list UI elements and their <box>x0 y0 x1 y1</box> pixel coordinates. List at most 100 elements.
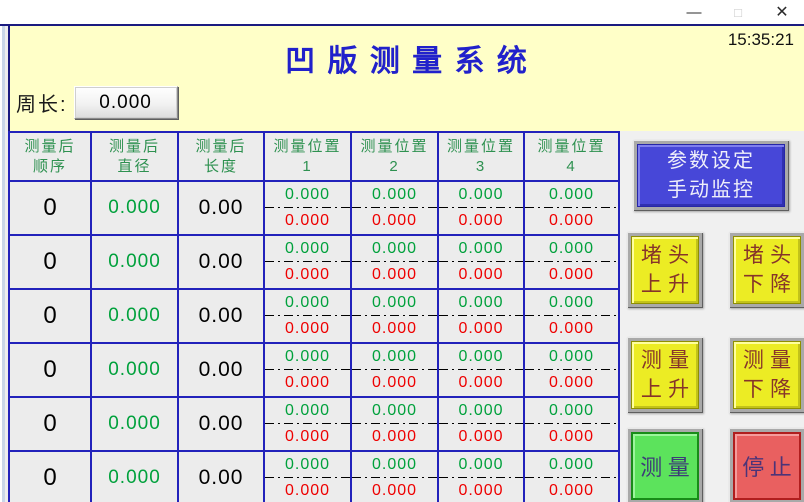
stop-button[interactable]: 停止 <box>729 428 804 502</box>
position-3-cell: 0.000 0.000 <box>437 288 525 344</box>
position-value-red: 0.000 <box>548 266 595 283</box>
position-1-cell: 0.000 0.000 <box>263 288 352 344</box>
measure-down-button[interactable]: 测量 下降 <box>729 337 804 413</box>
sequence-value: 0 <box>8 450 92 502</box>
minimize-icon[interactable]: — <box>686 3 702 21</box>
position-value-red: 0.000 <box>458 428 504 445</box>
position-value-red: 0.000 <box>548 374 595 391</box>
position-value-green: 0.000 <box>548 348 595 365</box>
position-value-red: 0.000 <box>284 482 331 499</box>
length-value: 0.00 <box>177 450 265 502</box>
col-header-length: 测量后 长度 <box>177 131 265 182</box>
table-row: 0 0.000 0.00 0.000 0.000 0.000 0.000 0.000… <box>8 180 620 236</box>
measure-button-label: 测量 <box>640 455 696 480</box>
position-value-green: 0.000 <box>548 186 595 203</box>
diameter-value: 0.000 <box>90 342 179 398</box>
measure-up-line2: 上升 <box>640 378 696 401</box>
table-row: 0 0.000 0.00 0.000 0.000 0.000 0.000 0.000… <box>8 234 620 290</box>
position-4-cell: 0.000 0.000 <box>523 234 620 290</box>
position-value-red: 0.000 <box>371 266 418 283</box>
diameter-value: 0.000 <box>90 450 179 502</box>
table-row: 0 0.000 0.00 0.000 0.000 0.000 0.000 0.000… <box>8 396 620 452</box>
circumference-row: 周长: 0.000 <box>16 86 178 119</box>
measure-down-line1: 测量 <box>742 348 798 372</box>
param-setting-monitor-button[interactable]: 参数设定 手动监控 <box>633 140 789 211</box>
position-4-cell: 0.000 0.000 <box>523 396 620 452</box>
position-value-green: 0.000 <box>284 402 331 419</box>
position-4-cell: 0.000 0.000 <box>523 288 620 344</box>
position-value-green: 0.000 <box>371 402 418 419</box>
position-2-cell: 0.000 0.000 <box>350 396 439 452</box>
position-value-red: 0.000 <box>458 212 504 229</box>
position-value-green: 0.000 <box>458 294 504 311</box>
close-icon[interactable]: ✕ <box>775 4 789 21</box>
position-value-red: 0.000 <box>284 428 331 445</box>
position-value-green: 0.000 <box>371 456 418 473</box>
length-value: 0.00 <box>177 342 265 398</box>
param-button-line2: 手动监控 <box>667 178 755 201</box>
sequence-value: 0 <box>8 288 92 344</box>
window-left-edge <box>0 26 8 502</box>
position-value-green: 0.000 <box>458 402 504 419</box>
measurement-table: 测量后 顺序 测量后 直径 测量后 长度 测量位置 1 测量位置 2 测量位置 3 测量位置… <box>8 131 620 502</box>
length-value: 0.00 <box>177 234 265 290</box>
length-value: 0.00 <box>177 288 265 344</box>
position-2-cell: 0.000 0.000 <box>350 342 439 398</box>
diameter-value: 0.000 <box>90 396 179 452</box>
position-value-red: 0.000 <box>548 212 595 229</box>
position-2-cell: 0.000 0.000 <box>350 180 439 236</box>
position-value-green: 0.000 <box>284 186 331 203</box>
position-value-green: 0.000 <box>458 456 504 473</box>
position-2-cell: 0.000 0.000 <box>350 234 439 290</box>
measure-up-line1: 测量 <box>640 348 696 372</box>
table-row: 0 0.000 0.00 0.000 0.000 0.000 0.000 0.000… <box>8 450 620 502</box>
table-header-row: 测量后 顺序 测量后 直径 测量后 长度 测量位置 1 测量位置 2 测量位置 3 测量位置… <box>8 131 620 182</box>
position-value-red: 0.000 <box>458 374 504 391</box>
position-value-red: 0.000 <box>371 320 418 337</box>
measure-up-button[interactable]: 测量 上升 <box>627 337 703 413</box>
position-value-red: 0.000 <box>458 320 504 337</box>
position-value-green: 0.000 <box>284 294 331 311</box>
position-4-cell: 0.000 0.000 <box>523 450 620 502</box>
position-value-red: 0.000 <box>371 374 418 391</box>
position-1-cell: 0.000 0.000 <box>263 396 352 452</box>
position-value-green: 0.000 <box>371 294 418 311</box>
position-value-green: 0.000 <box>284 240 331 257</box>
maximize-icon[interactable]: □ <box>734 4 742 20</box>
position-3-cell: 0.000 0.000 <box>437 180 525 236</box>
diameter-value: 0.000 <box>90 180 179 236</box>
position-value-red: 0.000 <box>458 266 504 283</box>
clock-display: 15:35:21 <box>727 30 794 49</box>
position-value-red: 0.000 <box>284 212 331 229</box>
position-4-cell: 0.000 0.000 <box>523 342 620 398</box>
sequence-value: 0 <box>8 396 92 452</box>
position-value-red: 0.000 <box>371 482 418 499</box>
position-value-red: 0.000 <box>284 320 331 337</box>
param-button-line1: 参数设定 <box>667 149 755 172</box>
position-value-red: 0.000 <box>371 428 418 445</box>
position-value-green: 0.000 <box>548 294 595 311</box>
position-1-cell: 0.000 0.000 <box>263 234 352 290</box>
stop-button-label: 停止 <box>742 455 798 480</box>
circumference-input[interactable]: 0.000 <box>73 86 178 119</box>
position-value-green: 0.000 <box>548 456 595 473</box>
position-value-green: 0.000 <box>371 240 418 257</box>
position-2-cell: 0.000 0.000 <box>350 450 439 502</box>
position-3-cell: 0.000 0.000 <box>437 396 525 452</box>
col-header-position-1: 测量位置 1 <box>263 131 352 182</box>
plug-up-button[interactable]: 堵头 上升 <box>627 232 703 308</box>
position-value-red: 0.000 <box>371 212 418 229</box>
position-value-green: 0.000 <box>284 456 331 473</box>
col-header-position-2: 测量位置 2 <box>350 131 439 182</box>
position-1-cell: 0.000 0.000 <box>263 450 352 502</box>
plug-down-button[interactable]: 堵头 下降 <box>729 232 804 308</box>
sequence-value: 0 <box>8 234 92 290</box>
position-1-cell: 0.000 0.000 <box>263 342 352 398</box>
measure-button[interactable]: 测量 <box>627 428 703 502</box>
position-3-cell: 0.000 0.000 <box>437 450 525 502</box>
table-row: 0 0.000 0.00 0.000 0.000 0.000 0.000 0.000… <box>8 288 620 344</box>
table-row: 0 0.000 0.00 0.000 0.000 0.000 0.000 0.000… <box>8 342 620 398</box>
plug-down-line2: 下降 <box>742 273 798 296</box>
position-2-cell: 0.000 0.000 <box>350 288 439 344</box>
position-3-cell: 0.000 0.000 <box>437 342 525 398</box>
